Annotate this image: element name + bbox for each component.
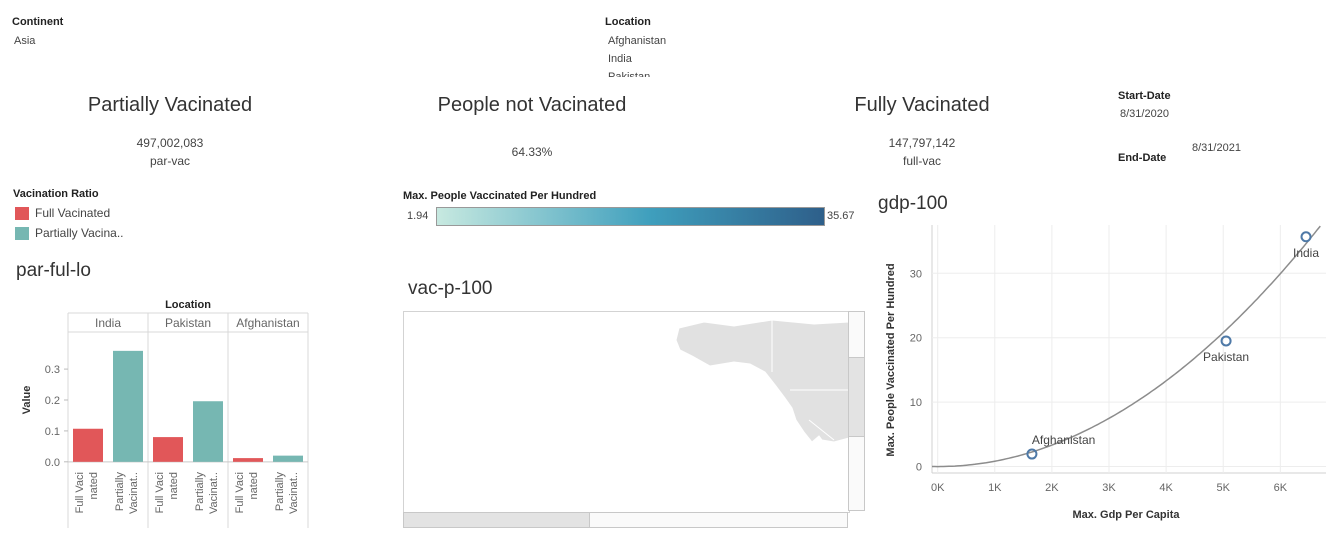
bar-chart-sub-label: nated [88, 472, 100, 500]
scatter-point [1300, 231, 1312, 243]
scatter-x-axis-label: Max. Gdp Per Capita [1073, 509, 1181, 521]
location-filter-item[interactable]: Pakistan [608, 71, 651, 77]
continent-filter-value[interactable]: Asia [14, 35, 36, 47]
legend-swatch-full [15, 207, 29, 221]
location-filter-item[interactable]: India [608, 53, 632, 65]
kpi-full-title: Fully Vacinated [854, 94, 990, 116]
bar-chart-sub-label: Full Vaci [74, 472, 86, 513]
bar-chart-sub-label: Vacinat.. [288, 472, 300, 514]
gradient-legend-title: Max. People Vaccinated Per Hundred [403, 190, 597, 202]
bar-chart-sub-label: Full Vaci [234, 472, 246, 513]
map-vertical-scrollbar[interactable] [848, 311, 865, 511]
bar-chart-bar [113, 350, 143, 462]
kpi-full-value: 147,797,142 [888, 136, 956, 150]
bar-chart-sub-label: Partially [114, 472, 126, 512]
start-date-label: Start-Date [1118, 90, 1171, 102]
scatter-trend-line [932, 225, 1321, 468]
scatter-x-tick-label: 4K [1159, 482, 1173, 494]
bar-chart-axis: 0.0 0.1 0.2 0.3 [45, 313, 309, 528]
bar-chart-column-header: Location [165, 299, 211, 311]
scatter-x-tick-label: 6K [1274, 482, 1288, 494]
map-horizontal-scrollbar[interactable] [403, 512, 848, 528]
scatter-point [1220, 335, 1232, 347]
end-date-input[interactable]: 8/31/2021 [1192, 142, 1241, 154]
kpi-not-vac-title: People not Vacinated [437, 94, 627, 116]
scatter-y-axis-label: Max. People Vaccinated Per Hundred [885, 263, 897, 456]
bar-chart-categories: India Pakistan Afghanistan [95, 316, 300, 330]
start-date-input[interactable]: 8/31/2020 [1120, 108, 1169, 120]
bar-chart-bar [193, 401, 223, 462]
bar-chart-bar [73, 428, 103, 462]
legend-label-full: Full Vacinated [35, 206, 111, 220]
kpi-partial-value: 497,002,083 [136, 136, 204, 150]
bar-sheet-title: par-ful-lo [16, 260, 91, 281]
scatter-x-tick-label: 2K [1045, 482, 1059, 494]
scatter-y-tick-label: 0 [916, 462, 922, 474]
bar-chart-sub-labels: Full Vaci nated Partially Vacinat.. Full Vac… [74, 472, 300, 514]
bar-chart-category-label: Pakistan [165, 316, 211, 330]
scatter-x-tick-label: 0K [931, 482, 945, 494]
map-vertical-scroll-thumb[interactable] [849, 357, 864, 437]
end-date-label: End-Date [1118, 152, 1167, 164]
bar-chart-sub-label: Full Vaci [154, 472, 166, 513]
scatter-ticks: 0K 1K 2K 3K 4K 5K 6K 0 10 20 30 [910, 268, 1288, 494]
legend-item-full[interactable]: Full Vacinated [15, 203, 123, 223]
kpi-full-sub: full-vac [902, 154, 941, 168]
legend: Full Vacinated Partially Vacina.. [15, 203, 123, 243]
legend-title: Vacination Ratio [13, 188, 99, 200]
legend-item-partial[interactable]: Partially Vacina.. [15, 223, 123, 243]
scatter-sheet-title: gdp-100 [878, 193, 948, 214]
bar-chart-sub-label: Partially [274, 472, 286, 512]
bar-chart-sub-label: nated [248, 472, 260, 500]
scatter-y-tick-label: 30 [910, 268, 922, 280]
scatter-grid [931, 225, 1326, 474]
bar-chart-y-tick-label: 0.1 [45, 426, 60, 438]
gradient-legend-bar [436, 207, 825, 226]
kpi-not-vac-value: 64.33% [511, 145, 553, 159]
bar-chart-bars [73, 350, 303, 462]
scatter-x-tick-label: 3K [1102, 482, 1116, 494]
kpi-partial-sub: par-vac [149, 154, 190, 168]
legend-label-partial: Partially Vacina.. [35, 226, 124, 240]
scatter-point [1026, 448, 1038, 460]
continent-filter-label: Continent [12, 16, 64, 28]
scatter-y-tick-label: 20 [910, 333, 922, 345]
gradient-legend-min: 1.94 [407, 210, 429, 222]
scatter-x-tick-label: 5K [1216, 482, 1230, 494]
map-land [675, 319, 850, 443]
bar-chart-sub-label: Partially [194, 472, 206, 512]
kpi-partial-title: Partially Vacinated [87, 94, 253, 116]
scatter-point-label: Afghanistan [1032, 433, 1095, 447]
bar-chart-sub-label: Vacinat.. [208, 472, 220, 514]
legend-swatch-partial [15, 227, 29, 241]
scatter-points: Afghanistan Pakistan India [1026, 231, 1319, 460]
bar-chart-bar [233, 458, 263, 462]
gradient-legend-max: 35.67 [827, 210, 855, 222]
location-filter-list[interactable]: Afghanistan India Pakistan [606, 32, 726, 77]
bar-chart-y-axis-label: Value [21, 386, 33, 415]
bar-chart-y-tick-label: 0.2 [45, 395, 60, 407]
scatter-x-tick-label: 1K [988, 482, 1002, 494]
bar-chart-sub-label: Vacinat.. [128, 472, 140, 514]
scatter-point-label: India [1293, 246, 1319, 260]
bar-chart-y-tick-label: 0.0 [45, 457, 60, 469]
bar-chart-category-label: Afghanistan [236, 316, 299, 330]
bar-chart-sub-label: nated [168, 472, 180, 500]
location-filter-item[interactable]: Afghanistan [608, 35, 667, 47]
map-horizontal-scroll-thumb[interactable] [404, 513, 590, 527]
location-filter-label: Location [605, 16, 651, 28]
bar-chart-y-tick-label: 0.3 [45, 364, 60, 376]
scatter-y-tick-label: 10 [910, 397, 922, 409]
bar-chart: Location Value 0.0 0.1 0.2 0.3 India Pakista… [21, 299, 309, 528]
bar-chart-bar [273, 455, 303, 462]
map-view[interactable] [403, 311, 850, 513]
scatter-point-label: Pakistan [1203, 350, 1249, 364]
bar-chart-bar [153, 437, 183, 462]
map-border-line [808, 419, 835, 441]
map-land-shape [675, 319, 850, 443]
map-sheet-title: vac-p-100 [408, 278, 493, 299]
bar-chart-category-label: India [95, 316, 121, 330]
